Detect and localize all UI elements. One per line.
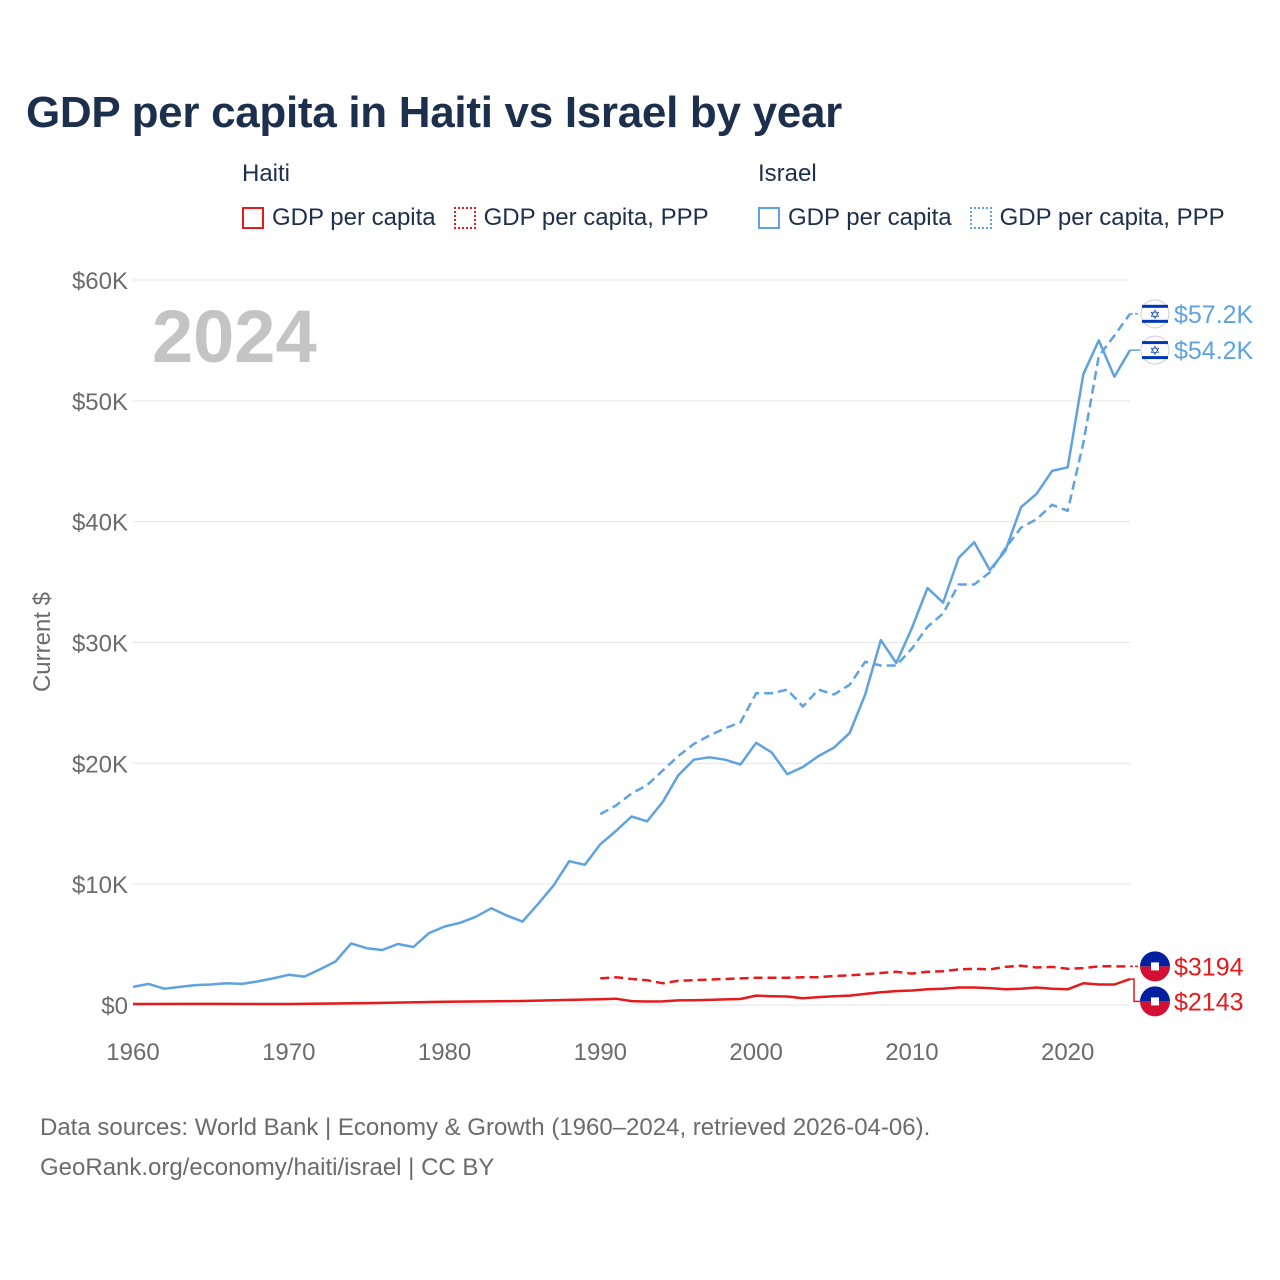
flag-stripe bbox=[1142, 304, 1168, 308]
footer: Data sources: World Bank | Economy & Gro… bbox=[40, 1108, 930, 1188]
footer-link[interactable]: GeoRank.org/economy/haiti/israel | CC BY bbox=[40, 1154, 495, 1181]
y-tick-label: $10K bbox=[72, 872, 128, 899]
x-tick-label: 1990 bbox=[574, 1039, 627, 1066]
x-tick-label: 2000 bbox=[729, 1039, 782, 1066]
y-tick-label: $0 bbox=[101, 993, 128, 1020]
end-value-label: $54.2K bbox=[1174, 337, 1254, 365]
legend-country-haiti: Haiti bbox=[242, 160, 291, 187]
haiti-flag-icon bbox=[1140, 951, 1170, 967]
x-tick-label: 1980 bbox=[418, 1039, 471, 1066]
x-tick-label: 1960 bbox=[106, 1039, 159, 1066]
legend-item-israel-gdp-ppp[interactable]: GDP per capita, PPP bbox=[969, 204, 1225, 232]
legend-label: GDP per capita, PPP bbox=[999, 204, 1225, 231]
footer-source: Data sources: World Bank | Economy & Gro… bbox=[40, 1114, 931, 1141]
haiti-flag-icon bbox=[1140, 966, 1170, 982]
series-line bbox=[599, 313, 1132, 816]
flag-emblem bbox=[1151, 962, 1159, 971]
y-tick-label: $60K bbox=[72, 268, 128, 295]
y-tick-label: $40K bbox=[72, 510, 128, 537]
legend-country-israel: Israel bbox=[758, 160, 817, 187]
haiti-flag-icon bbox=[1140, 986, 1170, 1002]
legend-label: GDP per capita, PPP bbox=[483, 204, 709, 231]
end-value-label: $57.2K bbox=[1174, 301, 1254, 329]
flag-emblem bbox=[1151, 997, 1159, 1006]
x-tick-label: 2020 bbox=[1041, 1039, 1094, 1066]
x-tick-label: 2010 bbox=[885, 1039, 938, 1066]
y-tick-label: $30K bbox=[72, 631, 128, 658]
legend-label: GDP per capita bbox=[788, 204, 952, 231]
label-leader bbox=[1130, 978, 1140, 1003]
series-line bbox=[600, 964, 1131, 985]
chart-title: GDP per capita in Haiti vs Israel by yea… bbox=[26, 88, 842, 137]
y-tick-label: $50K bbox=[72, 389, 128, 416]
legend-swatch-dotted bbox=[453, 207, 476, 229]
end-value-label: $3194 bbox=[1174, 953, 1244, 981]
series-line bbox=[132, 339, 1132, 990]
flag-stripe bbox=[1142, 319, 1168, 323]
legend-israel: Israel GDP per capita GDP per capita, PP… bbox=[758, 160, 1243, 232]
legend-swatch-dotted bbox=[969, 207, 992, 229]
series-line bbox=[132, 977, 1131, 1006]
legend-item-haiti-gdp[interactable]: GDP per capita bbox=[242, 204, 436, 232]
star-of-david-icon: ✡ bbox=[1150, 343, 1161, 358]
legend-swatch-solid bbox=[242, 207, 264, 229]
star-of-david-icon: ✡ bbox=[1150, 307, 1161, 322]
y-tick-label: $20K bbox=[72, 751, 128, 778]
year-watermark: 2024 bbox=[152, 295, 317, 378]
legend-haiti: Haiti GDP per capita GDP per capita, PPP bbox=[242, 160, 727, 232]
end-value-label: $2143 bbox=[1174, 988, 1244, 1016]
flag-stripe bbox=[1142, 356, 1168, 360]
legend-swatch-solid bbox=[758, 207, 780, 229]
legend-label: GDP per capita bbox=[272, 204, 436, 231]
x-tick-label: 1970 bbox=[262, 1039, 315, 1066]
flag-stripe bbox=[1142, 341, 1168, 345]
haiti-flag-icon bbox=[1140, 1001, 1170, 1017]
legend-item-israel-gdp[interactable]: GDP per capita bbox=[758, 204, 952, 232]
legend-item-haiti-gdp-ppp[interactable]: GDP per capita, PPP bbox=[453, 204, 709, 232]
